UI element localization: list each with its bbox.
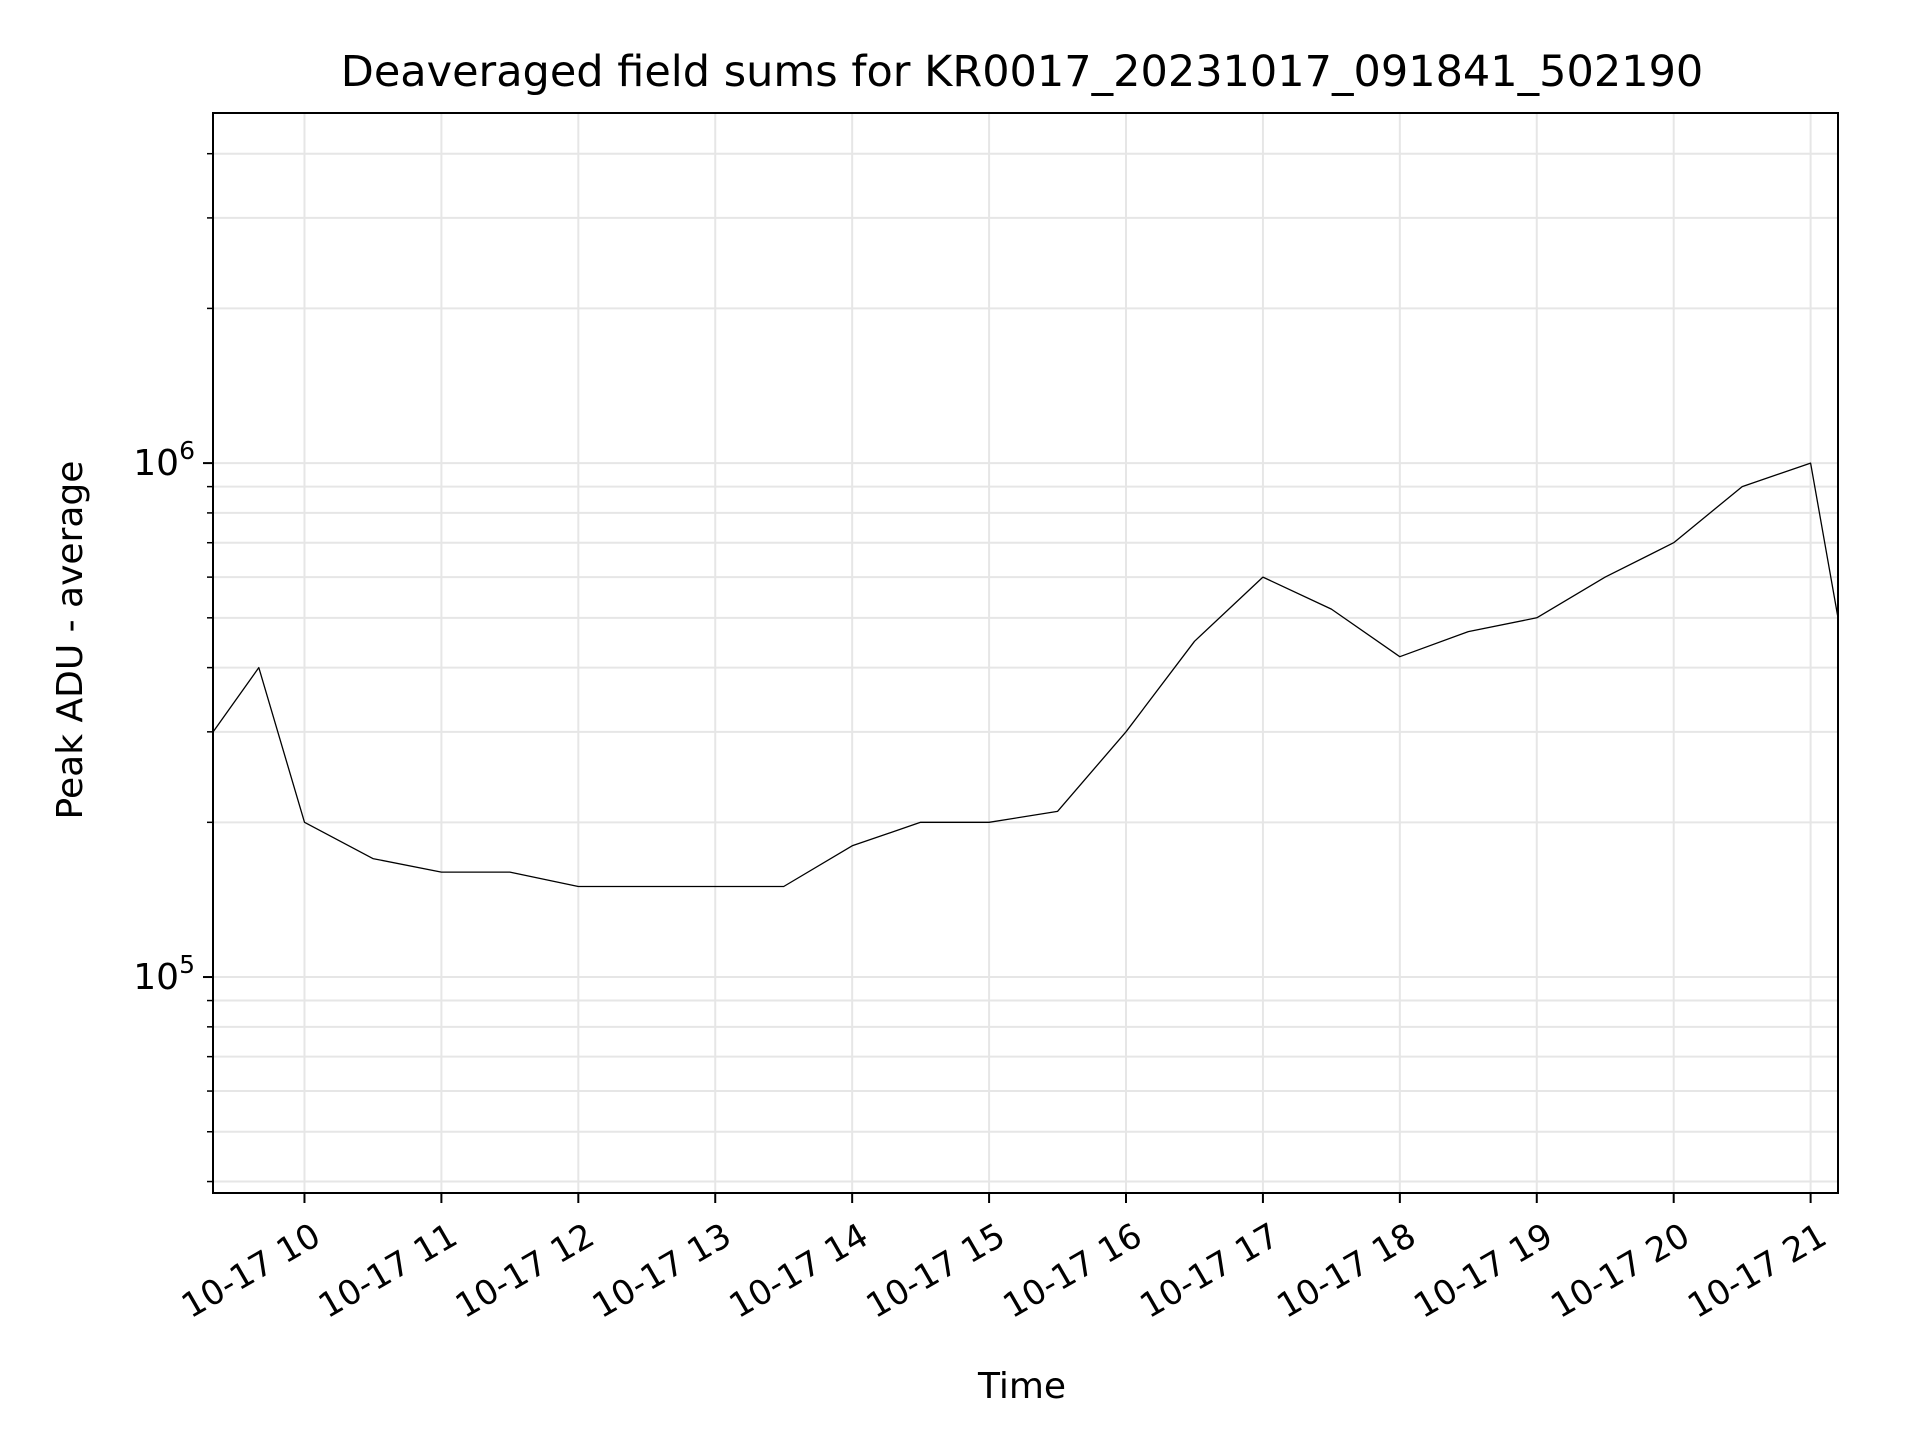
chart-title: Deaveraged field sums for KR0017_2023101… bbox=[341, 47, 1704, 97]
x-axis-label: Time bbox=[977, 1366, 1066, 1407]
y-axis-label: Peak ADU - average bbox=[50, 461, 91, 820]
y-tick-label: 106 bbox=[133, 436, 195, 484]
plot-frame bbox=[212, 112, 1839, 1194]
series-line bbox=[212, 462, 1839, 888]
y-tick-label: 105 bbox=[133, 950, 195, 998]
line-layer bbox=[212, 462, 1839, 888]
grid-layer bbox=[213, 113, 1838, 1193]
